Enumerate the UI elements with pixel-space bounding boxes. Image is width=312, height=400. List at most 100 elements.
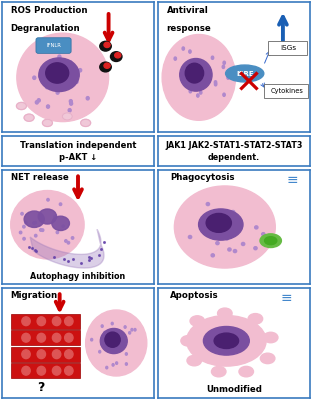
Ellipse shape — [212, 366, 226, 377]
Ellipse shape — [193, 72, 196, 75]
Ellipse shape — [214, 333, 239, 348]
Ellipse shape — [248, 314, 263, 324]
Ellipse shape — [39, 58, 79, 92]
Ellipse shape — [22, 317, 30, 326]
Polygon shape — [30, 229, 104, 268]
Ellipse shape — [52, 366, 61, 375]
Text: ?: ? — [38, 381, 45, 394]
Ellipse shape — [47, 198, 49, 201]
Ellipse shape — [52, 350, 61, 359]
Ellipse shape — [185, 63, 204, 83]
Ellipse shape — [67, 242, 70, 244]
Ellipse shape — [46, 74, 50, 77]
Ellipse shape — [189, 90, 192, 93]
Text: ROS Production: ROS Production — [11, 6, 87, 15]
Ellipse shape — [104, 42, 110, 48]
Ellipse shape — [34, 221, 37, 224]
Ellipse shape — [254, 247, 257, 250]
Text: NET release: NET release — [11, 174, 68, 182]
Ellipse shape — [129, 332, 131, 334]
Ellipse shape — [187, 355, 202, 366]
Ellipse shape — [21, 212, 23, 215]
Ellipse shape — [25, 221, 27, 224]
Ellipse shape — [115, 53, 121, 58]
Ellipse shape — [52, 43, 55, 46]
Ellipse shape — [38, 209, 56, 224]
Ellipse shape — [86, 96, 89, 100]
Ellipse shape — [100, 41, 111, 51]
Ellipse shape — [19, 231, 22, 234]
Ellipse shape — [212, 236, 215, 239]
Ellipse shape — [99, 350, 101, 353]
Ellipse shape — [112, 364, 114, 366]
Ellipse shape — [110, 336, 112, 338]
Ellipse shape — [37, 366, 46, 375]
Ellipse shape — [46, 86, 49, 89]
Ellipse shape — [203, 326, 249, 355]
Ellipse shape — [104, 63, 110, 68]
Ellipse shape — [223, 61, 225, 64]
Text: Autophagy inhibition: Autophagy inhibition — [30, 272, 126, 280]
Ellipse shape — [206, 202, 210, 206]
Text: Translation independent: Translation independent — [20, 141, 136, 150]
Ellipse shape — [206, 214, 232, 232]
Ellipse shape — [226, 237, 229, 240]
Ellipse shape — [105, 332, 120, 347]
Ellipse shape — [75, 80, 78, 83]
Text: IFNLR: IFNLR — [46, 43, 61, 48]
Text: response: response — [167, 24, 212, 33]
Ellipse shape — [71, 237, 74, 239]
Ellipse shape — [202, 229, 206, 232]
Ellipse shape — [22, 366, 30, 375]
Ellipse shape — [52, 216, 70, 230]
Ellipse shape — [174, 186, 275, 268]
Ellipse shape — [262, 233, 265, 236]
Ellipse shape — [100, 62, 111, 72]
FancyBboxPatch shape — [264, 84, 308, 98]
Ellipse shape — [81, 119, 90, 126]
Ellipse shape — [215, 229, 218, 232]
FancyBboxPatch shape — [11, 314, 80, 329]
Ellipse shape — [211, 56, 214, 59]
Ellipse shape — [39, 75, 41, 78]
Text: ✕: ✕ — [235, 67, 262, 100]
Ellipse shape — [115, 341, 116, 343]
Ellipse shape — [180, 58, 212, 91]
Text: Apoptosis: Apoptosis — [170, 291, 218, 300]
Text: ISGs: ISGs — [280, 45, 296, 51]
Ellipse shape — [56, 91, 59, 94]
Ellipse shape — [199, 91, 202, 94]
FancyBboxPatch shape — [11, 363, 80, 378]
Ellipse shape — [255, 226, 258, 229]
Ellipse shape — [162, 34, 236, 120]
Ellipse shape — [211, 254, 214, 257]
Text: dependent.: dependent. — [208, 153, 260, 162]
Ellipse shape — [62, 113, 72, 120]
Ellipse shape — [37, 317, 46, 326]
Ellipse shape — [52, 317, 61, 326]
Ellipse shape — [216, 242, 219, 245]
Ellipse shape — [199, 209, 243, 240]
Ellipse shape — [33, 76, 36, 80]
Ellipse shape — [52, 333, 61, 342]
Ellipse shape — [69, 100, 72, 103]
Ellipse shape — [46, 105, 50, 108]
Ellipse shape — [17, 102, 27, 110]
Text: ≡: ≡ — [286, 173, 298, 187]
Ellipse shape — [23, 238, 25, 240]
Ellipse shape — [65, 333, 73, 342]
Ellipse shape — [112, 337, 114, 340]
Ellipse shape — [265, 237, 277, 245]
Ellipse shape — [37, 350, 46, 359]
Ellipse shape — [79, 68, 82, 72]
Ellipse shape — [222, 65, 225, 68]
Text: ≡: ≡ — [280, 291, 292, 305]
Ellipse shape — [37, 333, 46, 342]
Ellipse shape — [106, 366, 108, 369]
Text: JAK1 JAK2-STAT1-STAT2-STAT3: JAK1 JAK2-STAT1-STAT2-STAT3 — [165, 141, 303, 150]
Ellipse shape — [41, 229, 44, 232]
Ellipse shape — [35, 101, 38, 104]
Ellipse shape — [22, 333, 30, 342]
Text: ISRE: ISRE — [236, 70, 254, 76]
Ellipse shape — [226, 65, 264, 82]
